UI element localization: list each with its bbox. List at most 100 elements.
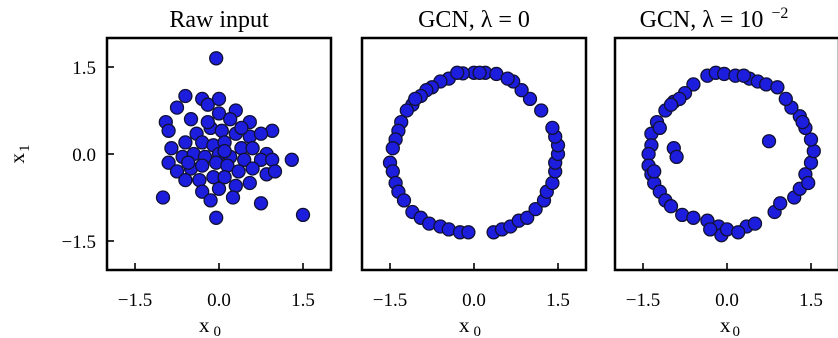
scatter-point [795,114,810,130]
scatter-point [195,158,210,173]
scatter-point [231,164,246,179]
scatter-point [761,134,777,149]
scatter-point [450,65,465,80]
scatter-point [461,225,476,240]
x-ticks: −1.5 0.0 1.5 [373,263,570,311]
scatter-point [242,175,257,191]
x-tick-label: −1.5 [626,290,660,311]
scatter-point [295,207,311,223]
scatter-point [217,170,232,185]
y-tick-label: 1.5 [72,58,96,79]
scatter-point [731,225,746,240]
scatter-point [209,210,224,225]
y-tick-label: 0.0 [72,145,96,166]
panel-title: GCN, λ = 10 −2 [640,5,789,33]
scatter-point [200,97,215,112]
scatter-point [770,80,785,95]
scatter-point [178,88,193,104]
scatter-points [155,51,311,225]
scatter-point [203,193,218,208]
scatter-point [245,161,260,176]
x-tick-label: 0.0 [207,290,231,311]
scatter-point [385,141,400,156]
scatter-point [228,178,243,194]
scatter-point [209,51,224,66]
scatter-point [522,91,538,107]
scatter-point [211,91,227,107]
scatter-point [164,141,179,156]
x-tick-label: 0.0 [462,290,486,311]
scatter-point [265,152,280,167]
x-tick-label: 0.0 [715,290,739,311]
scatter-point [234,120,249,136]
scatter-point [181,155,196,170]
scatter-point [399,103,414,118]
scatter-point [385,164,400,179]
scatter-point [520,210,535,225]
scatter-point [161,123,176,138]
scatter-point [803,132,819,147]
scatter-point [267,164,283,179]
scatter-point [183,112,199,127]
x-ticks: −1.5 0.0 1.5 [626,263,823,311]
scatter-point [703,222,718,237]
scatter-point [192,172,207,188]
scatter-point [195,184,210,199]
scatter-point [253,196,269,211]
scatter-points [382,65,566,240]
scatter-point [214,123,229,138]
scatter-point [211,106,227,121]
scatter-point [211,181,227,196]
scatter-point [528,201,543,217]
scatter-point [225,190,241,205]
y-axis-label: x1 [5,145,33,164]
scatter-point [396,193,412,208]
scatter-point [663,199,679,214]
x-tick-label: −1.5 [373,290,407,311]
scatter-points [641,65,821,243]
y-tick-label: −1.5 [62,232,96,253]
scatter-point [178,135,193,150]
x-ticks: −1.5 0.0 1.5 [118,263,315,311]
x-tick-label: 1.5 [546,290,570,311]
x-tick-label: 1.5 [799,290,823,311]
scatter-point [545,175,560,191]
scatter-point [747,216,763,231]
scatter-point [217,143,232,159]
scatter-point [778,91,793,107]
x-tick-label: −1.5 [118,290,152,311]
scatter-point [803,155,819,170]
scatter-point [472,65,487,80]
scatter-point [647,164,662,179]
scatter-point [223,112,238,127]
scatter-point [801,175,816,191]
scatter-point [534,103,549,118]
y-ticks: −1.5 0.0 1.5 [62,58,114,253]
scatter-point [773,196,788,211]
scatter-point [237,152,252,167]
scatter-point [245,141,260,156]
scatter-point [155,190,171,205]
scatter-point [669,149,684,165]
scatter-point [545,120,560,136]
scatter-point [200,114,215,130]
scatter-point [178,172,193,188]
scatter-point [663,97,679,112]
scatter-point [686,77,701,92]
scatter-point [736,68,751,83]
scatter-point [284,152,299,167]
scatter-point [514,83,529,98]
scatter-point [253,126,269,141]
scatter-point [169,164,185,179]
scatter-point [500,71,515,86]
scatter-point [686,210,701,225]
scatter-point [169,100,185,115]
scatter-point [806,143,821,159]
